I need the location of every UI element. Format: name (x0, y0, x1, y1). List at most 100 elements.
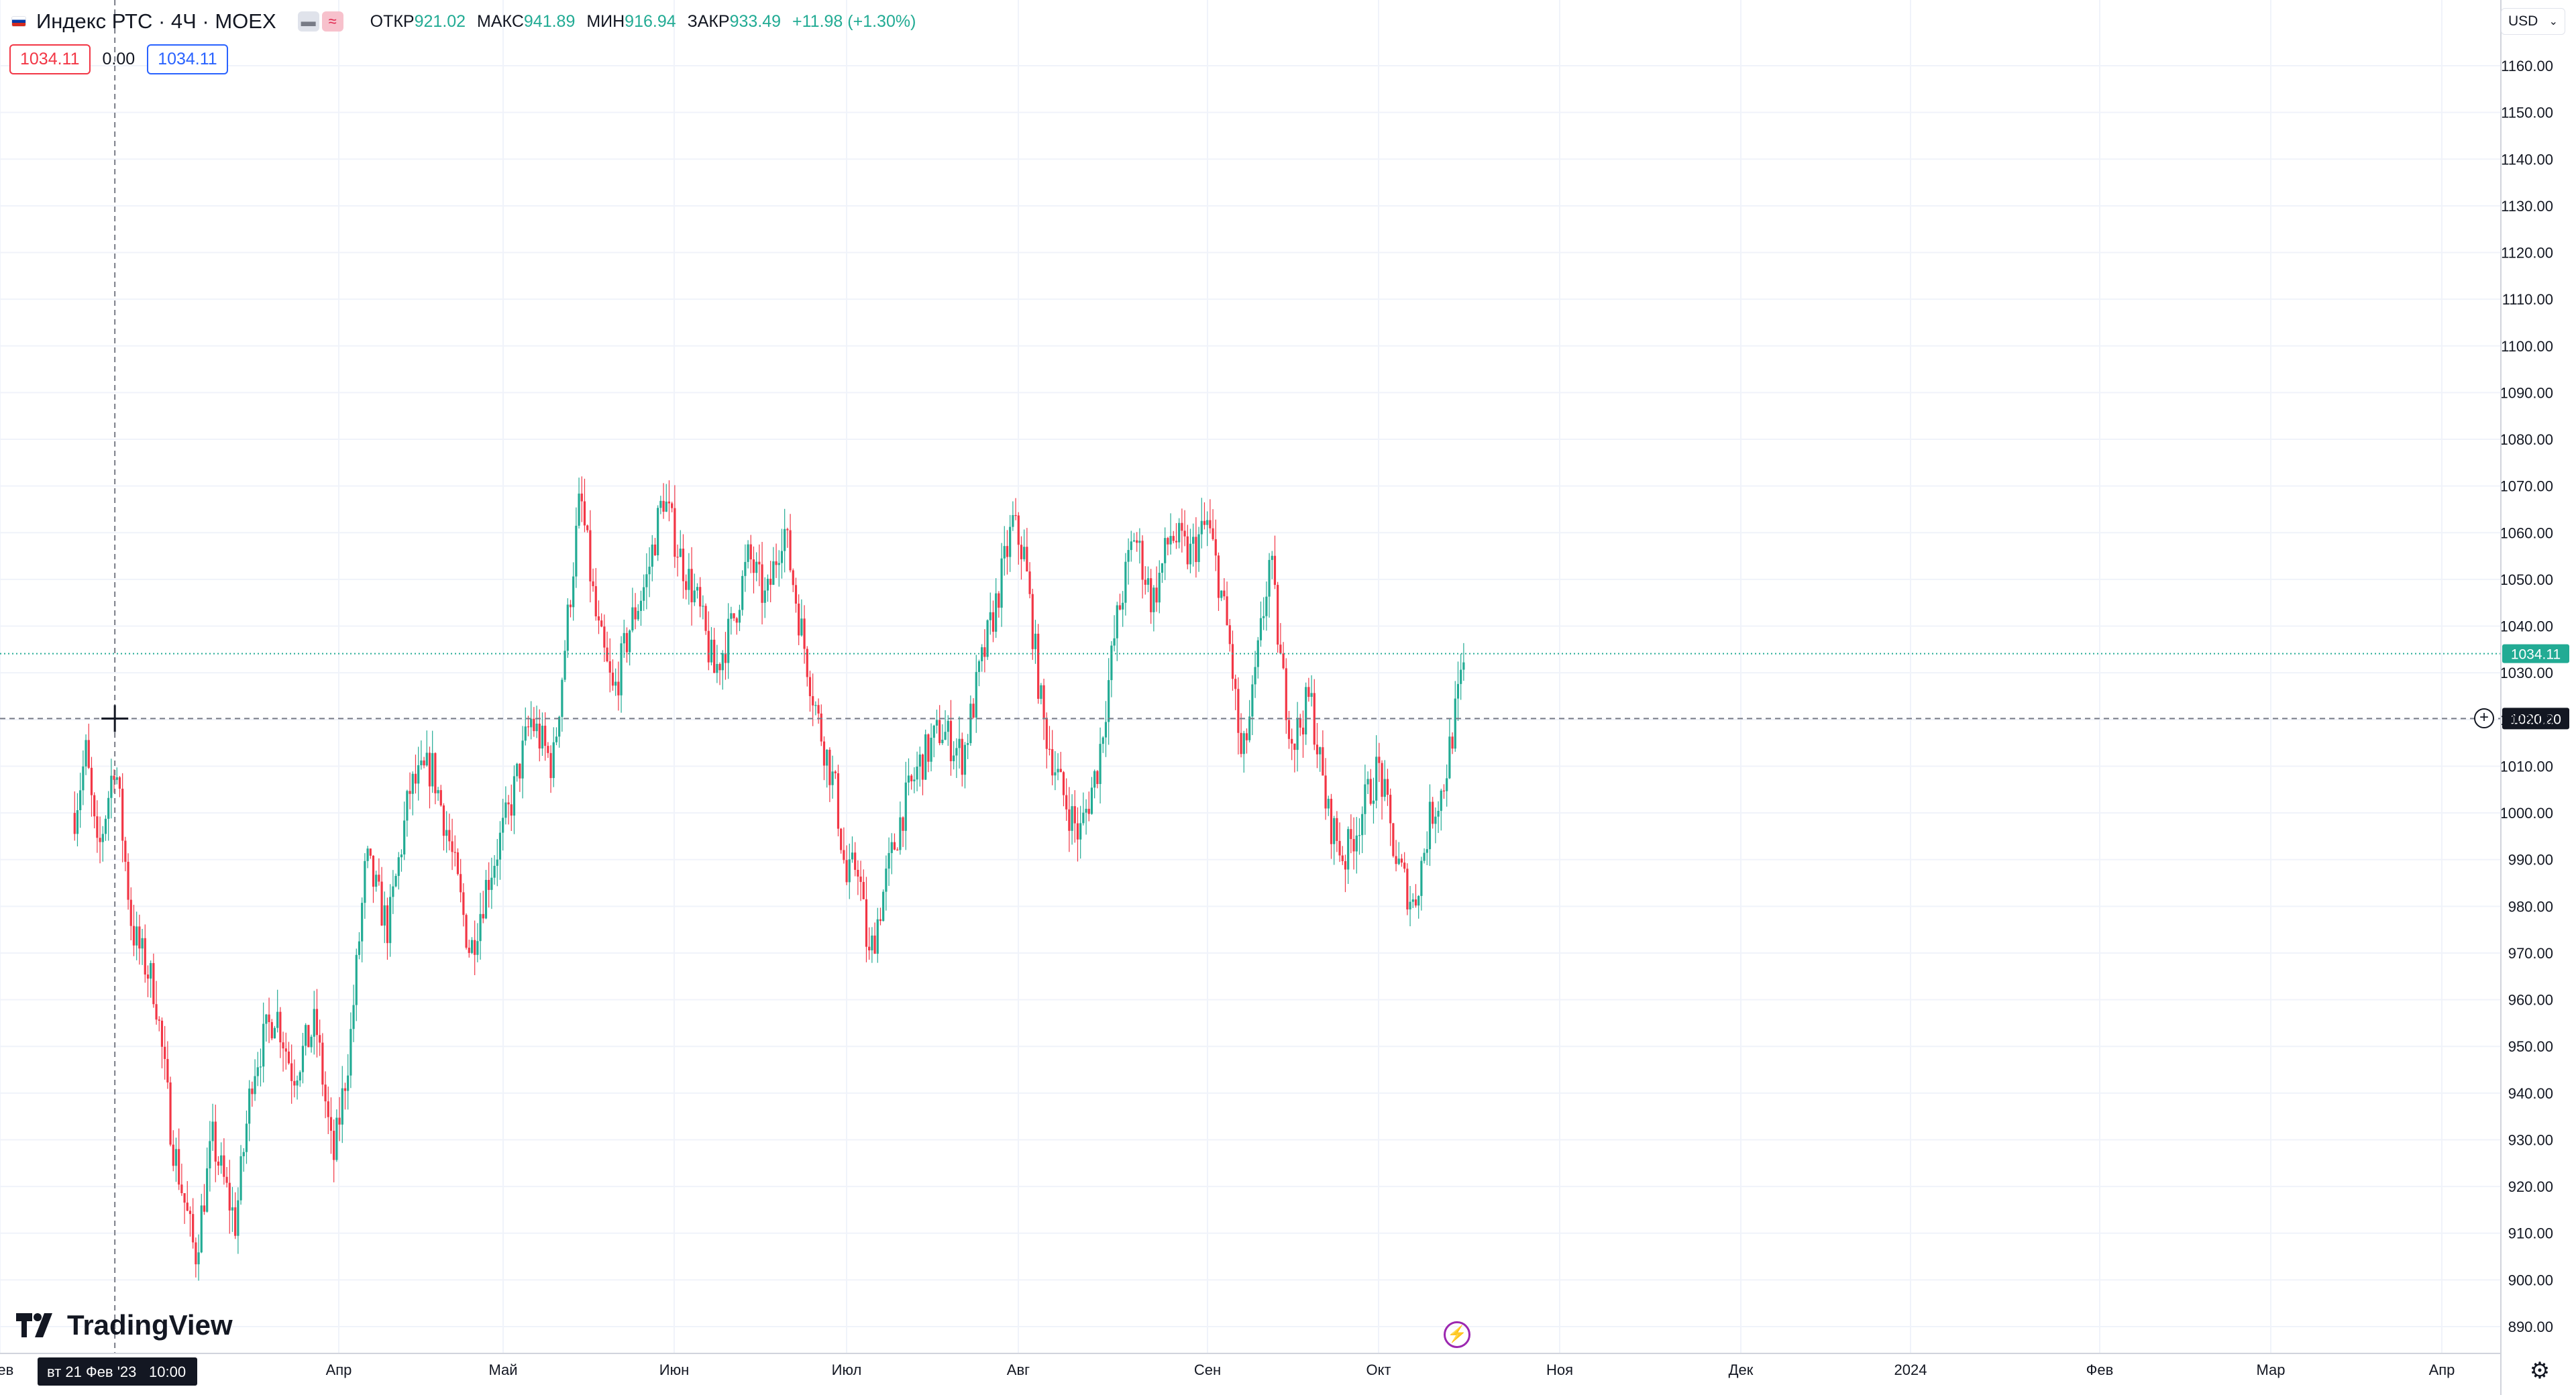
candle (1200, 498, 1203, 549)
candle (899, 801, 902, 855)
y-tick-label: 1090.00 (2500, 384, 2553, 401)
x-tick-label: Сен (1194, 1361, 1221, 1378)
candle (953, 741, 955, 770)
tradingview-logo[interactable]: TradingView (16, 1309, 233, 1341)
candle (1065, 778, 1068, 821)
add-alert-icon[interactable]: + (2474, 708, 2494, 728)
candle (352, 985, 355, 1042)
candle (1144, 566, 1146, 595)
candle (981, 644, 983, 672)
x-tick-label: Дек (1729, 1361, 1754, 1378)
candle (659, 496, 662, 514)
candle (411, 771, 414, 816)
lightning-icon[interactable]: ⚡ (1444, 1321, 1470, 1348)
candle (200, 1194, 203, 1253)
candle (1108, 658, 1110, 745)
x-tick-label: Апр (2429, 1361, 2455, 1378)
approx-icon[interactable]: ≈ (321, 11, 343, 32)
candle (578, 478, 580, 529)
candle (206, 1148, 209, 1213)
y-tick-label: 1010.00 (2500, 758, 2553, 775)
candle (724, 632, 727, 680)
candle (465, 913, 468, 950)
y-tick-label: 1070.00 (2500, 478, 2553, 495)
candle (1023, 529, 1026, 562)
candle (910, 774, 913, 790)
candle (1169, 513, 1172, 555)
candle (307, 1025, 310, 1048)
minus-icon[interactable]: ▬ (297, 11, 319, 32)
candle (761, 542, 763, 625)
candle (1217, 552, 1220, 611)
candle (893, 833, 896, 850)
candle (1062, 771, 1065, 807)
candle (1330, 793, 1333, 859)
candle (1195, 517, 1197, 578)
candle (594, 567, 597, 621)
candle (1456, 661, 1460, 722)
candle (141, 928, 144, 965)
chevron-down-icon: ⌄ (2548, 16, 2558, 27)
x-tick-label: Фев (0, 1361, 13, 1378)
candle (1079, 805, 1082, 859)
candle (1336, 811, 1338, 852)
compare-row: 1034.11 0.00 1034.11 (9, 43, 228, 75)
candle (1322, 730, 1324, 776)
symbol-title[interactable]: Индекс РТС · 4Ч · MOEX (36, 9, 276, 33)
candle (572, 562, 575, 621)
candle (758, 544, 761, 587)
candle (1102, 736, 1104, 753)
candle (437, 787, 439, 801)
candle (234, 1192, 237, 1239)
candle (674, 485, 676, 568)
candle (423, 757, 425, 769)
candle (470, 937, 474, 954)
candle (338, 1097, 341, 1141)
low-key: МИН (586, 11, 625, 31)
candle (696, 583, 699, 599)
x-tick-label: Мар (2256, 1361, 2285, 1378)
candle (301, 1033, 305, 1084)
candle (460, 858, 462, 903)
y-tick-label: 1120.00 (2501, 245, 2553, 262)
candle (735, 616, 738, 635)
candle (1045, 712, 1048, 769)
candle (180, 1164, 183, 1196)
candle (209, 1121, 211, 1192)
compare-sell-box[interactable]: 1034.11 (9, 44, 91, 74)
candle (639, 590, 643, 626)
candle (1242, 730, 1245, 773)
candle (913, 767, 916, 793)
svg-text:вт 21 Фев '23: вт 21 Фев '23 (47, 1363, 136, 1380)
candle (806, 646, 808, 687)
candle (538, 709, 541, 762)
candle (1434, 807, 1437, 844)
candle (256, 1052, 259, 1086)
currency-select[interactable]: USD ⌄ (2501, 8, 2565, 35)
compare-buy-box[interactable]: 1034.11 (147, 44, 228, 74)
candle (183, 1192, 186, 1224)
candle (305, 1023, 307, 1056)
candle (321, 1033, 324, 1097)
candle (358, 932, 361, 960)
candle (1437, 801, 1440, 834)
candle (671, 501, 674, 512)
candle (1265, 581, 1268, 631)
candle (101, 826, 104, 862)
candle (1071, 794, 1073, 845)
candle (789, 514, 792, 573)
candle (451, 818, 453, 871)
candle (614, 668, 617, 696)
gear-icon[interactable]: ⚙ (2529, 1358, 2551, 1384)
candle (186, 1181, 189, 1211)
candle (955, 738, 958, 779)
compare-toggle[interactable]: ▬ ≈ (297, 11, 343, 32)
candle (1006, 530, 1009, 575)
candle (127, 853, 129, 910)
candle (1197, 526, 1200, 572)
candle (442, 803, 445, 851)
candle (1352, 817, 1355, 870)
candle (629, 629, 631, 666)
